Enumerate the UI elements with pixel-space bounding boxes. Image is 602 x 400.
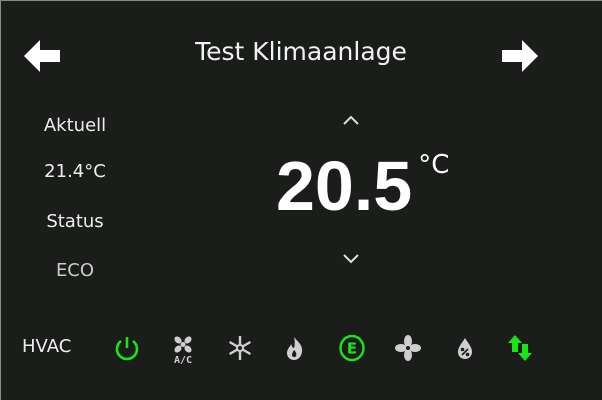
decrease-temperature-button[interactable] (340, 250, 362, 266)
eco-text: E (347, 340, 357, 358)
setpoint-display: 20.5 °C (276, 146, 449, 226)
prev-page-button[interactable] (24, 40, 60, 72)
mode-ac-button[interactable]: A/C (167, 332, 199, 366)
next-page-button[interactable] (502, 40, 538, 72)
mode-fan-button[interactable] (392, 332, 424, 364)
mode-eco-button[interactable]: E (336, 332, 368, 364)
flame-icon (287, 337, 303, 360)
setpoint-unit: °C (418, 150, 450, 180)
chevron-down-icon (343, 254, 359, 264)
ac-fan-icon: A/C (174, 336, 192, 366)
mode-auto-button[interactable] (504, 332, 536, 364)
mode-power-button[interactable] (111, 332, 143, 364)
status-label: Status (46, 211, 104, 232)
power-icon (115, 337, 139, 361)
arrow-left-icon (24, 40, 60, 72)
mode-cool-button[interactable] (224, 332, 256, 364)
page-title: Test Klimaanlage (195, 37, 407, 66)
eco-icon: E (339, 334, 365, 362)
increase-temperature-button[interactable] (340, 112, 362, 128)
auto-arrows-icon (508, 335, 532, 361)
status-value: ECO (55, 260, 95, 281)
current-label: Aktuell (43, 115, 107, 136)
mode-dry-button[interactable] (449, 332, 481, 364)
arrow-right-icon (502, 40, 538, 72)
chevron-up-icon (343, 115, 359, 125)
snowflake-icon (229, 336, 251, 360)
dry-icon (458, 338, 472, 359)
hvac-label: HVAC (22, 336, 72, 357)
ac-text: A/C (174, 355, 192, 364)
mode-heat-button[interactable] (279, 332, 311, 364)
current-temperature: 21.4°C (44, 161, 106, 182)
setpoint-temperature: 20.5 (276, 147, 413, 225)
fan-icon (395, 335, 421, 361)
